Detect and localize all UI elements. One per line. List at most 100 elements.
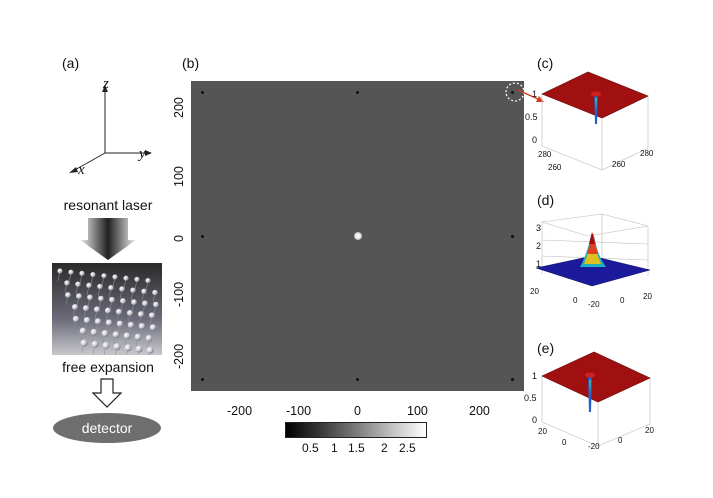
lattice-atom: [145, 278, 151, 284]
lattice-atom: [108, 285, 114, 291]
z-tick-label: 0: [532, 415, 538, 425]
axis-tick-label: 20: [645, 426, 654, 435]
heatmap-plot-area: [191, 81, 524, 391]
lattice-atom: [120, 298, 126, 304]
z-tick-label: 0.5: [525, 112, 538, 122]
lattice-atom: [98, 295, 104, 302]
panel-label-d: (d): [537, 192, 555, 208]
lattice-atom: [145, 334, 153, 342]
z-tick-label: 0: [532, 135, 538, 145]
lattice-atom: [123, 275, 129, 281]
resonant-laser-label: resonant laser: [63, 197, 153, 213]
axis-tick-label: 280: [538, 150, 552, 159]
lattice-atom: [102, 341, 110, 349]
x-tick-label: 0: [354, 404, 361, 418]
lattice-atom: [91, 340, 99, 348]
axis-tick-label: 280: [640, 149, 654, 158]
lattice-atom: [116, 320, 124, 327]
axis-tick-label: 20: [538, 427, 547, 436]
lattice-atom: [71, 303, 79, 311]
axis-tick-label: 20: [643, 292, 652, 301]
dark-spot: [510, 378, 514, 382]
lattice-atom: [115, 308, 123, 315]
laser-beam-arrow-icon: [80, 218, 136, 260]
surface-plot-c: [541, 71, 649, 171]
axis-tick-label: -20: [588, 442, 600, 451]
y-tick-label: -200: [172, 343, 186, 369]
z-tick-label: 2: [536, 241, 542, 251]
z-tick-label: 1: [532, 89, 538, 99]
dark-spot: [201, 378, 205, 382]
atom-lattice-image: [52, 263, 162, 355]
y-tick-label: -100: [172, 281, 186, 307]
lattice-atom: [124, 344, 132, 352]
panel-label-c: (c): [537, 55, 554, 71]
lattice-atom: [101, 330, 109, 337]
dark-spot: [201, 234, 205, 238]
colorbar: [285, 422, 427, 438]
lattice-atom: [80, 339, 88, 347]
lattice-atom: [109, 296, 115, 303]
lattice-atom: [153, 301, 159, 308]
colorbar-tick-label: 1.5: [348, 441, 365, 455]
detector-ellipse: detector: [53, 413, 161, 443]
lattice-atom: [57, 268, 63, 274]
lattice-atom: [79, 270, 85, 276]
lattice-atom: [86, 282, 92, 289]
lattice-atom: [141, 288, 147, 295]
lattice-atom: [68, 269, 74, 275]
lattice-atom: [82, 305, 90, 312]
axis-tick-label: 260: [548, 163, 562, 172]
lattice-atom: [137, 311, 145, 318]
lattice-atom: [97, 283, 103, 290]
dark-spot: [356, 90, 359, 94]
colorbar-tick-label: 2: [381, 441, 388, 455]
axis-tick-label: 20: [530, 287, 539, 296]
lattice-atom: [101, 273, 107, 279]
y-tick-label: 100: [172, 166, 186, 187]
axis-y-label: y: [139, 146, 146, 162]
lattice-atom: [142, 300, 148, 307]
lattice-atom: [126, 309, 134, 317]
panel-label-e: (e): [537, 340, 555, 356]
y-tick-label: 0: [172, 235, 186, 242]
lattice-atom: [112, 331, 120, 338]
lattice-atom: [76, 293, 82, 300]
z-tick-label: 1: [536, 259, 542, 269]
lattice-atom: [90, 272, 96, 278]
bright-spot: [353, 232, 362, 240]
lattice-atom: [134, 333, 142, 341]
lattice-atom: [79, 327, 87, 335]
lattice-atom: [93, 306, 101, 313]
lattice-atom: [123, 332, 131, 340]
lattice-atom: [64, 280, 70, 286]
lattice-atom: [75, 281, 81, 287]
lattice-atom: [152, 289, 158, 296]
axis-tick-label: 0: [573, 296, 578, 305]
axis-z-label: z: [103, 76, 109, 92]
lattice-atom: [135, 345, 143, 353]
colorbar-tick-label: 0.5: [302, 441, 319, 455]
x-tick-label: -100: [286, 404, 312, 418]
lattice-atom: [130, 287, 136, 293]
lattice-atom: [72, 315, 80, 323]
lattice-atom: [112, 274, 118, 280]
lattice-atom: [104, 307, 112, 314]
colorbar-tick-label: 1: [331, 441, 338, 455]
lattice-atom: [90, 328, 98, 336]
x-tick-label: 200: [469, 404, 490, 418]
axis-tick-label: 0: [620, 296, 625, 305]
axis-tick-label: 0: [618, 436, 623, 445]
lattice-atom: [119, 286, 125, 292]
lattice-atom: [148, 312, 156, 319]
lattice-atom: [65, 292, 71, 298]
axis-tick-label: -20: [588, 300, 600, 309]
lattice-atom: [113, 343, 121, 351]
lattice-atom: [146, 346, 154, 354]
lattice-atom: [134, 276, 140, 282]
lattice-atom: [127, 321, 135, 329]
surface-plot-d: [535, 213, 651, 287]
lattice-atom: [138, 323, 146, 330]
lattice-atom: [83, 317, 91, 324]
axis-tick-label: 0: [562, 438, 567, 447]
